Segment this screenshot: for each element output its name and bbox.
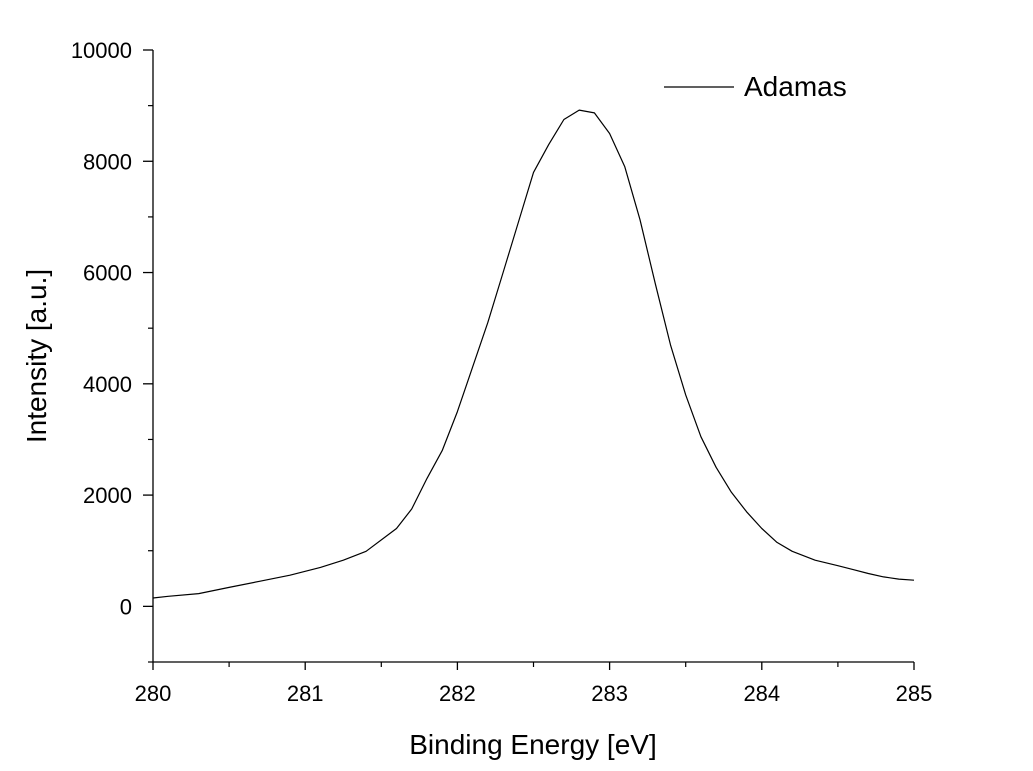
x-tick-label: 284	[743, 681, 780, 706]
y-tick-label: 8000	[83, 149, 132, 174]
y-tick-label: 4000	[83, 372, 132, 397]
y-tick-label: 2000	[83, 483, 132, 508]
x-tick-label: 280	[135, 681, 172, 706]
y-axis-ticks: 0 2000 4000 6000 8000 10000	[71, 38, 153, 663]
legend: Adamas	[664, 71, 847, 102]
x-tick-label: 283	[591, 681, 628, 706]
y-tick-label: 6000	[83, 261, 132, 286]
x-tick-label: 285	[896, 681, 933, 706]
y-tick-label: 0	[120, 594, 132, 619]
series-group	[152, 109, 915, 599]
x-tick-label: 282	[439, 681, 476, 706]
x-axis-ticks: 280 281 282 283 284 285	[135, 662, 933, 706]
y-tick-label: 10000	[71, 38, 132, 63]
x-axis-title: Binding Energy [eV]	[409, 729, 657, 760]
series-line-adamas	[152, 109, 915, 599]
x-tick-label: 281	[287, 681, 324, 706]
legend-label-adamas: Adamas	[744, 71, 847, 102]
y-axis-title: Intensity [a.u.]	[21, 269, 52, 443]
axes	[152, 50, 914, 663]
